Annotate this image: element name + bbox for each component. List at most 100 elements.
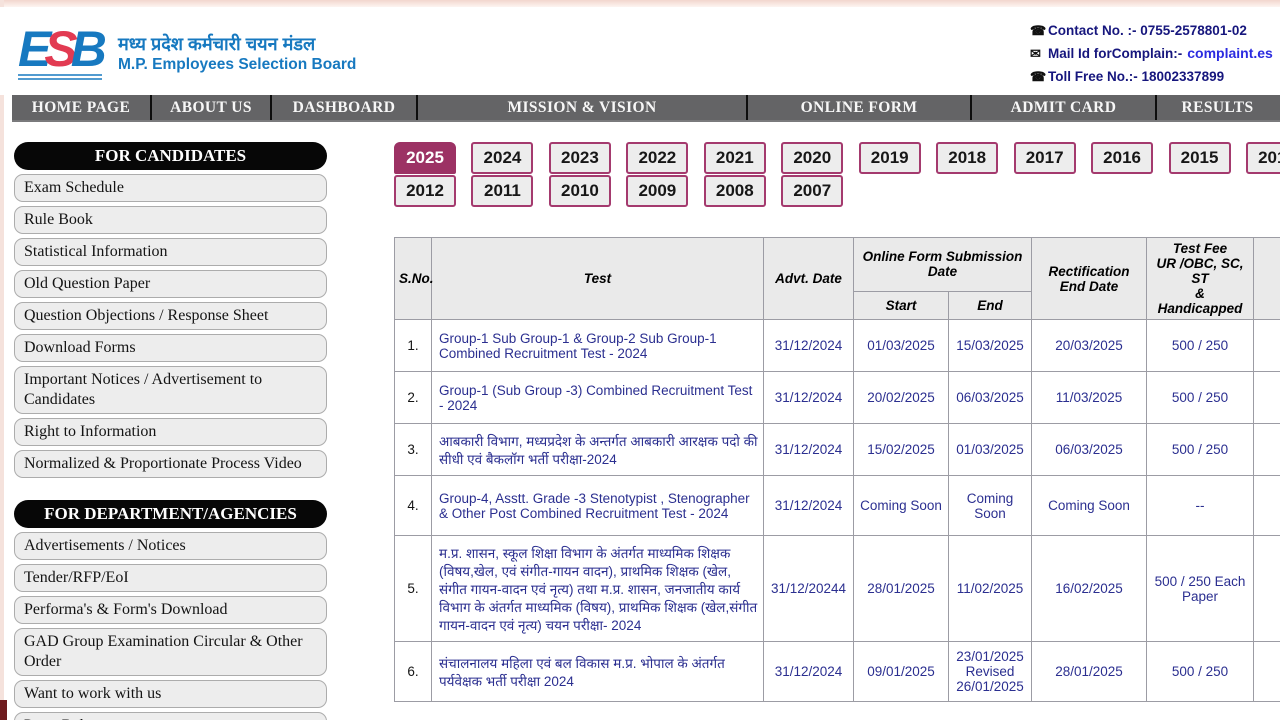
esb-logo[interactable]: ESB मध्य प्रदेश कर्मचारी चयन मंडल M.P. E… — [18, 24, 356, 82]
test-link[interactable]: Group-1 Sub Group-1 & Group-2 Sub Group-… — [439, 330, 717, 361]
row-test: म.प्र. शासन, स्कूल शिक्षा विभाग के अंतर्… — [431, 535, 764, 642]
year-tabs-row-2: 2012 2011 2010 2009 2008 2007 — [394, 175, 1280, 208]
row-end-date: 11/02/2025 — [948, 535, 1032, 642]
contact-info-block: ☎ Contact No. :- 0755-2578801-02 ✉ Mail … — [1030, 19, 1280, 88]
test-link[interactable]: Group-1 (Sub Group -3) Combined Recruitm… — [439, 382, 753, 413]
year-tab-2020[interactable]: 2020 — [781, 142, 844, 174]
row-exam-date: Star Ju — [1253, 423, 1280, 476]
row-fee: 500 / 250 — [1146, 423, 1254, 476]
row-fee: -- — [1146, 475, 1254, 536]
sidebar-item-gad-group-circular[interactable]: GAD Group Examination Circular & Other O… — [14, 628, 327, 676]
year-tab-2007[interactable]: 2007 — [781, 175, 844, 207]
year-tab-2024[interactable]: 2024 — [471, 142, 534, 174]
exam-table-container: S.No. Test Advt. Date Online Form Submis… — [394, 237, 1280, 702]
sidebar-item-tender-rfp-eoi[interactable]: Tender/RFP/EoI — [14, 564, 327, 592]
sidebar-item-performa-forms-download[interactable]: Performa's & Form's Download — [14, 596, 327, 624]
col-header-advt-date: Advt. Date — [763, 237, 854, 320]
row-rectification-date: 06/03/2025 — [1031, 423, 1147, 476]
sidebar-section-for-candidates: FOR CANDIDATES — [14, 142, 327, 170]
sidebar-item-old-question-paper[interactable]: Old Question Paper — [14, 270, 327, 298]
row-sno: 3. — [394, 423, 432, 476]
nav-about-us[interactable]: ABOUT US — [152, 95, 272, 120]
row-test: Group-4, Asstt. Grade -3 Stenotypist , S… — [431, 475, 764, 536]
sidebar-item-want-to-work-with-us[interactable]: Want to work with us — [14, 680, 327, 708]
exam-table: S.No. Test Advt. Date Online Form Submis… — [394, 237, 1280, 702]
table-row: 4. Group-4, Asstt. Grade -3 Stenotypist … — [394, 475, 1280, 536]
esb-logo-mark: ESB — [18, 24, 112, 82]
row-start-date: 20/02/2025 — [853, 371, 949, 424]
row-fee: 500 / 250 — [1146, 319, 1254, 372]
row-rectification-date: 16/02/2025 — [1031, 535, 1147, 642]
row-end-date: 06/03/2025 — [948, 371, 1032, 424]
mail-label: Mail Id forComplain:- — [1048, 46, 1183, 61]
year-tab-2019[interactable]: 2019 — [858, 142, 921, 174]
site-header: ESB मध्य प्रदेश कर्मचारी चयन मंडल M.P. E… — [0, 7, 1280, 95]
esb-logo-caption — [18, 74, 102, 80]
esb-letter-s: S — [44, 21, 77, 77]
row-fee: 500 / 250 — [1146, 641, 1254, 702]
row-sno: 4. — [394, 475, 432, 536]
row-advt-date: 31/12/2024 — [763, 641, 854, 702]
sidebar-item-advertisements-notices[interactable]: Advertisements / Notices — [14, 532, 327, 560]
col-header-rectification-end-date: Rectification End Date — [1031, 237, 1147, 320]
row-fee: 500 / 250 Each Paper — [1146, 535, 1254, 642]
row-test: Group-1 (Sub Group -3) Combined Recruitm… — [431, 371, 764, 424]
row-end-date: 15/03/2025 — [948, 319, 1032, 372]
sidebar-item-right-to-information[interactable]: Right to Information — [14, 418, 327, 446]
test-link[interactable]: आबकारी विभाग, मध्यप्रदेश के अन्तर्गत आबक… — [439, 433, 758, 467]
row-exam-date: Star Ap — [1253, 319, 1280, 372]
sidebar-item-exam-schedule[interactable]: Exam Schedule — [14, 174, 327, 202]
sidebar-item-normalized-process-video[interactable]: Normalized & Proportionate Process Video — [14, 450, 327, 478]
col-header-sno: S.No. — [394, 237, 434, 320]
main-content: 2025 2024 2023 2022 2021 2020 2019 2018 … — [394, 142, 1280, 702]
sidebar-item-press-release[interactable]: Press Release — [14, 712, 327, 720]
sidebar-item-question-objections[interactable]: Question Objections / Response Sheet — [14, 302, 327, 330]
row-exam-date: Star Fe — [1253, 641, 1280, 702]
year-tab-2022[interactable]: 2022 — [626, 142, 689, 174]
year-tab-2023[interactable]: 2023 — [548, 142, 611, 174]
year-tab-2012[interactable]: 2012 — [394, 175, 456, 207]
logo-english-name: M.P. Employees Selection Board — [118, 56, 357, 73]
sidebar-item-important-notices[interactable]: Important Notices / Advertisement to Can… — [14, 366, 327, 414]
row-end-date: Coming Soon — [948, 475, 1032, 536]
year-tab-2017[interactable]: 2017 — [1013, 142, 1076, 174]
table-row: 2. Group-1 (Sub Group -3) Combined Recru… — [394, 371, 1280, 424]
test-link[interactable]: संचालनालय महिला एवं बल विकास म.प्र. भोपा… — [439, 655, 725, 689]
nav-online-form[interactable]: ONLINE FORM — [748, 95, 972, 120]
row-start-date: 28/01/2025 — [853, 535, 949, 642]
year-tab-2025[interactable]: 2025 — [394, 142, 456, 174]
row-start-date: 01/03/2025 — [853, 319, 949, 372]
row-end-date: 23/01/2025 Revised 26/01/2025 — [948, 641, 1032, 702]
nav-home-page[interactable]: HOME PAGE — [12, 95, 152, 120]
year-tab-2015[interactable]: 2015 — [1168, 142, 1231, 174]
sidebar-item-download-forms[interactable]: Download Forms — [14, 334, 327, 362]
col-header-test: Test — [431, 237, 764, 320]
test-link[interactable]: Group-4, Asstt. Grade -3 Stenotypist , S… — [439, 490, 750, 521]
year-tab-2014[interactable]: 2014 — [1245, 142, 1280, 174]
sidebar-item-statistical-information[interactable]: Statistical Information — [14, 238, 327, 266]
table-row: 1. Group-1 Sub Group-1 & Group-2 Sub Gro… — [394, 319, 1280, 372]
year-tab-2021[interactable]: 2021 — [703, 142, 766, 174]
window-left-edge — [0, 0, 4, 720]
test-link[interactable]: म.प्र. शासन, स्कूल शिक्षा विभाग के अंतर्… — [439, 545, 758, 633]
row-test: Group-1 Sub Group-1 & Group-2 Sub Group-… — [431, 319, 764, 372]
nav-results[interactable]: RESULTS — [1181, 98, 1254, 116]
logo-text: मध्य प्रदेश कर्मचारी चयन मंडल M.P. Emplo… — [112, 33, 356, 74]
year-tab-2011[interactable]: 2011 — [471, 175, 534, 207]
year-tab-2018[interactable]: 2018 — [936, 142, 999, 174]
nav-admit-card[interactable]: ADMIT CARD — [972, 95, 1157, 120]
year-tabs-row-1: 2025 2024 2023 2022 2021 2020 2019 2018 … — [394, 142, 1280, 175]
complaint-email-link[interactable]: complaint.es — [1187, 45, 1273, 61]
year-tab-2008[interactable]: 2008 — [703, 175, 766, 207]
window-top-edge — [0, 0, 1280, 7]
year-tab-2010[interactable]: 2010 — [548, 175, 611, 207]
nav-dashboard[interactable]: DASHBOARD — [272, 95, 418, 120]
year-tab-2009[interactable]: 2009 — [626, 175, 689, 207]
sidebar-item-rule-book[interactable]: Rule Book — [14, 206, 327, 234]
logo-hindi-name: मध्य प्रदेश कर्मचारी चयन मंडल — [118, 34, 316, 54]
nav-mission-vision[interactable]: MISSION & VISION — [418, 95, 748, 120]
year-tab-2016[interactable]: 2016 — [1091, 142, 1154, 174]
row-exam-date: Star Ma — [1253, 535, 1280, 642]
row-start-date: 15/02/2025 — [853, 423, 949, 476]
row-advt-date: 31/12/2024 — [763, 371, 854, 424]
